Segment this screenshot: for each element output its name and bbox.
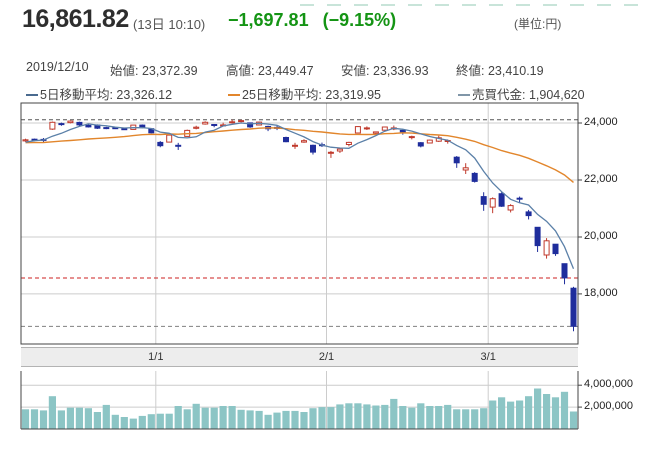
volume-bar bbox=[282, 410, 290, 429]
ohlc-row: 2019/12/10 始値: 23,372.39 高値: 23,449.47 安… bbox=[0, 60, 652, 78]
legend-ma5: 5日移動平均: 23,326.12 bbox=[26, 84, 172, 103]
volume-bar bbox=[471, 409, 479, 429]
axis-tick-label: 24,000 bbox=[584, 116, 618, 128]
volume-bar bbox=[336, 404, 344, 429]
legend-ma25: 25日移動平均: 23,319.95 bbox=[228, 84, 381, 103]
volume-bar bbox=[192, 403, 200, 429]
volume-bar bbox=[498, 397, 506, 429]
close-quote: 終値: 23,410.19 bbox=[456, 64, 544, 78]
volume-bar bbox=[165, 413, 173, 429]
chart-plot-area[interactable] bbox=[21, 103, 578, 344]
volume-bar bbox=[39, 410, 48, 429]
volume-bar bbox=[264, 414, 272, 429]
change-value: −1,697.81 bbox=[228, 10, 309, 30]
change-percent: (−9.15%) bbox=[322, 10, 397, 30]
volume-bar bbox=[219, 406, 227, 429]
quote-timestamp: (13日 10:10) bbox=[133, 17, 206, 32]
volume-bar bbox=[57, 410, 65, 429]
volume-bar bbox=[507, 401, 515, 429]
volume-bar bbox=[129, 418, 137, 429]
quote-date: 2019/12/10 bbox=[26, 60, 89, 74]
volume-bar bbox=[480, 408, 488, 429]
axis-tick-label: 20,000 bbox=[584, 230, 618, 242]
axis-tick-label: 2,000,000 bbox=[584, 400, 633, 413]
volume-bar bbox=[102, 404, 110, 429]
volume-bar bbox=[569, 411, 578, 429]
volume-bar bbox=[453, 409, 461, 429]
top-edge-artifact bbox=[300, 4, 640, 6]
volume-bar bbox=[534, 388, 542, 429]
volume-bar bbox=[525, 396, 533, 429]
ma5-line-swatch bbox=[26, 94, 38, 96]
volume-bar bbox=[318, 407, 326, 429]
volume-bar bbox=[543, 394, 551, 429]
volume-bar bbox=[291, 410, 299, 429]
volume-bar bbox=[48, 396, 56, 429]
volume-bar bbox=[93, 412, 101, 429]
volume-bar bbox=[399, 406, 407, 429]
volume-bar bbox=[363, 404, 371, 429]
volume-bar bbox=[174, 406, 182, 429]
volume-bar bbox=[111, 414, 119, 429]
volume-bar bbox=[516, 400, 524, 429]
axis-tick-label: 22,000 bbox=[584, 173, 618, 185]
volume-bar bbox=[444, 404, 452, 429]
current-price: 16,861.82 bbox=[22, 5, 129, 33]
volume-bar bbox=[560, 391, 569, 429]
turnover-swatch bbox=[458, 94, 470, 96]
x-axis-label: 2/1 bbox=[318, 351, 335, 363]
volume-bar bbox=[120, 417, 128, 429]
volume-bar bbox=[255, 410, 263, 429]
volume-bar bbox=[408, 407, 416, 429]
volume-bar bbox=[435, 406, 443, 429]
axis-tick-label: 4,000,000 bbox=[584, 378, 633, 391]
volume-bar bbox=[183, 409, 191, 429]
volume-bar bbox=[381, 404, 389, 429]
x-axis-label: 1/1 bbox=[148, 351, 164, 363]
volume-bar bbox=[156, 413, 164, 429]
price-change: −1,697.81 (−9.15%) bbox=[228, 10, 410, 31]
legend-row: 5日移動平均: 23,326.12 25日移動平均: 23,319.95 売買代… bbox=[0, 84, 652, 103]
volume-bar bbox=[551, 397, 560, 429]
volume-bar bbox=[354, 403, 362, 429]
unit-label: (単位:円) bbox=[514, 17, 562, 31]
axis-tick-label: 18,000 bbox=[584, 286, 618, 299]
legend-turnover: 売買代金: 1,904,620 bbox=[458, 84, 585, 103]
volume-bar bbox=[309, 408, 317, 429]
volume-bar bbox=[84, 408, 92, 429]
open-quote: 始値: 23,372.39 bbox=[110, 64, 198, 78]
low-quote: 安値: 23,336.93 bbox=[341, 64, 429, 78]
volume-bar bbox=[66, 407, 74, 429]
volume-bar bbox=[201, 407, 209, 429]
volume-bar bbox=[372, 405, 380, 429]
volume-bar bbox=[75, 407, 83, 429]
volume-bar bbox=[345, 403, 353, 429]
volume-bar bbox=[30, 409, 39, 429]
volume-bar bbox=[147, 414, 155, 429]
x-axis-labels: 1/1 2/1 3/1 bbox=[0, 347, 652, 367]
volume-bar bbox=[417, 403, 425, 429]
volume-bar bbox=[426, 406, 434, 429]
ma25-line-swatch bbox=[228, 94, 240, 96]
volume-bar bbox=[246, 410, 254, 429]
volume-bar bbox=[462, 409, 470, 429]
volume-bar bbox=[273, 412, 281, 429]
volume-bar bbox=[489, 400, 497, 429]
x-axis-label: 3/1 bbox=[480, 351, 496, 363]
volume-bar bbox=[327, 407, 335, 429]
high-quote: 高値: 23,449.47 bbox=[226, 64, 314, 78]
volume-bar bbox=[21, 409, 30, 429]
volume-bar bbox=[210, 407, 218, 429]
volume-bar bbox=[228, 406, 236, 429]
y-axis-labels: 24,000 22,000 20,000 18,000 4,000,000 2,000,0… bbox=[584, 0, 650, 453]
volume-bar bbox=[300, 412, 308, 429]
volume-bar bbox=[138, 415, 146, 429]
x-axis-band bbox=[21, 347, 578, 367]
volume-bar bbox=[237, 409, 245, 429]
volume-bar bbox=[390, 398, 398, 429]
